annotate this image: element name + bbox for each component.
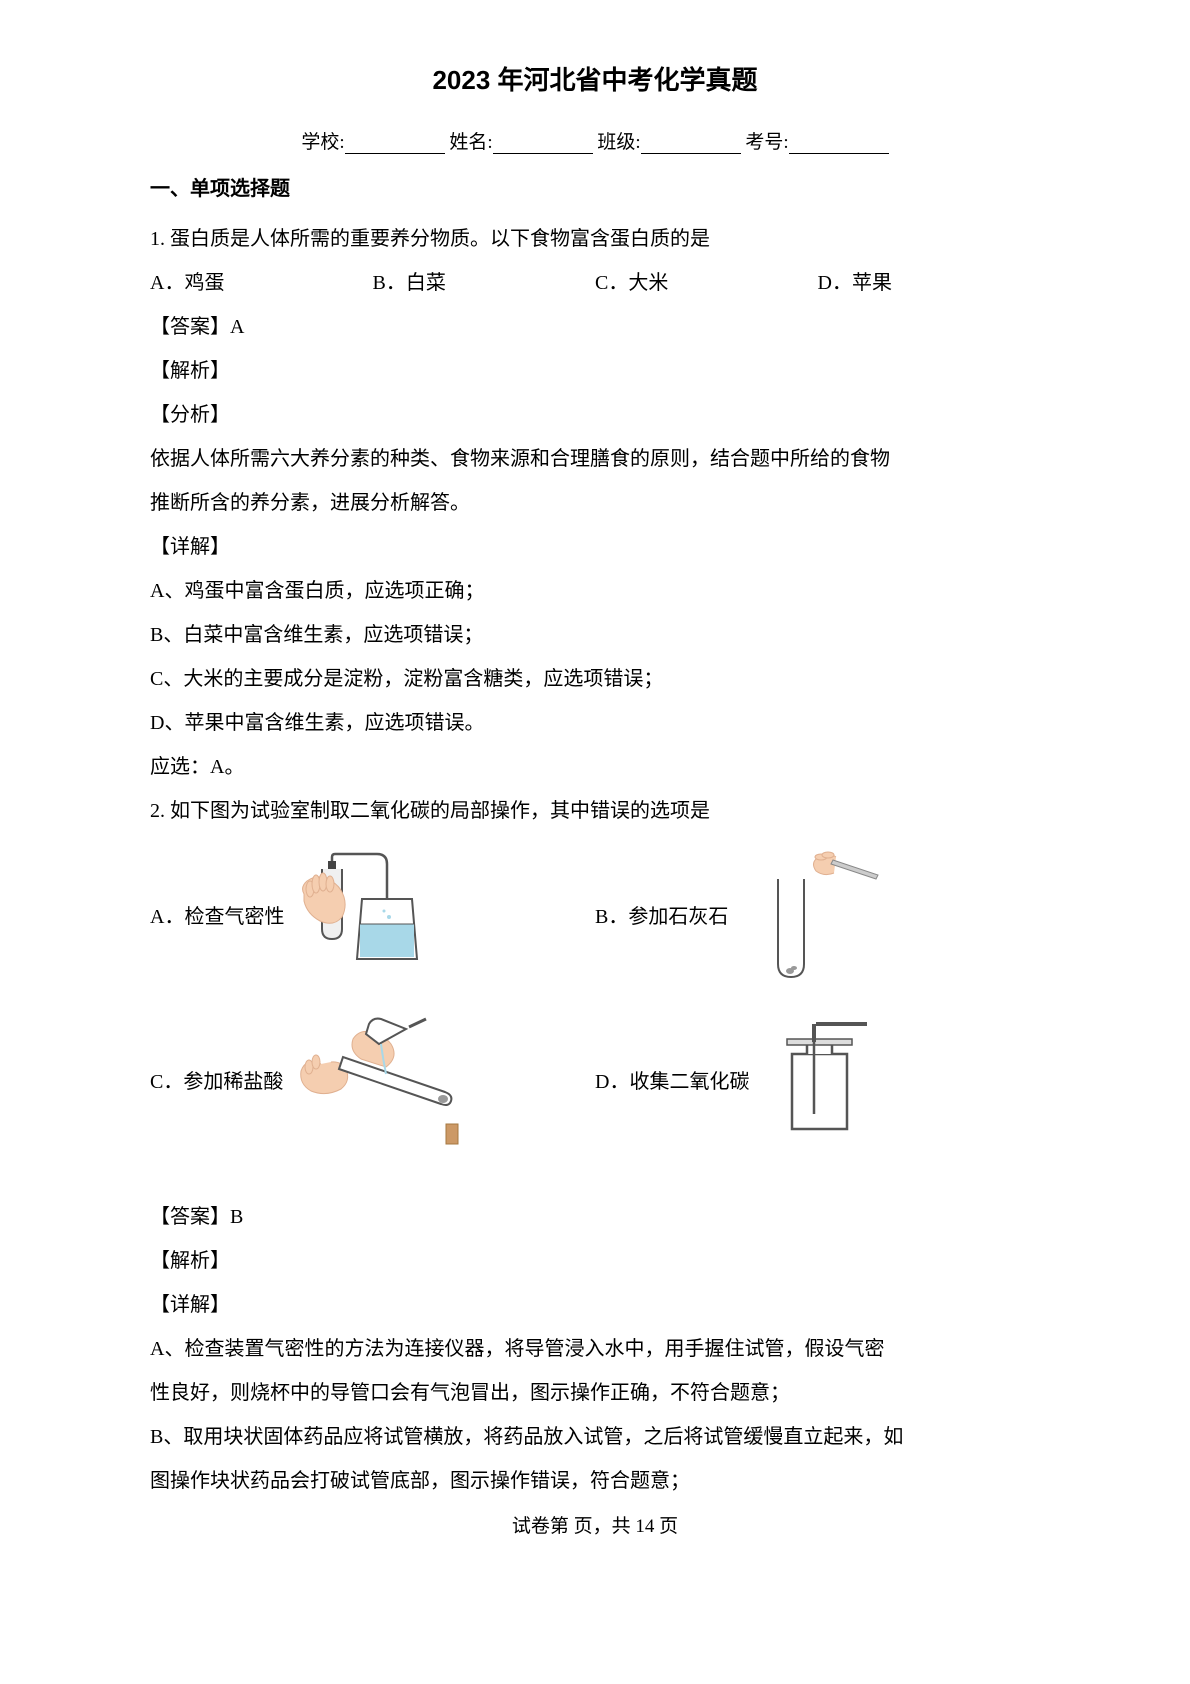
- q2-analysis: 【解析】: [150, 1241, 1040, 1281]
- exam-title: 2023 年河北省中考化学真题: [150, 60, 1040, 97]
- q2-optB-wrap: B．参加石灰石: [595, 849, 1040, 979]
- q1-analyze-1: 依据人体所需六大养分素的种类、食物来源和合理膳食的原则，结合题中所给的食物: [150, 439, 1040, 479]
- name-label: 姓名:: [449, 132, 492, 153]
- q1-detail-d: D、苹果中富含维生素，应选项错误。: [150, 703, 1040, 743]
- q2-answer: 【答案】B: [150, 1197, 1040, 1237]
- q1-detail-a: A、鸡蛋中富含蛋白质，应选项正确；: [150, 571, 1040, 611]
- add-acid-icon: [291, 1009, 491, 1149]
- student-info-row: 学校: 姓名: 班级: 考号:: [150, 127, 1040, 154]
- q1-options: A．鸡蛋 B．白菜 C．大米 D．苹果: [150, 263, 1040, 303]
- q2-image-options: A．检查气密性 B．参加石灰石: [150, 849, 1040, 1179]
- q2-optD-wrap: D．收集二氧化碳: [595, 1009, 1040, 1149]
- q2-detail-b2: 图操作块状药品会打破试管底部，图示操作错误，符合题意；: [150, 1461, 1040, 1501]
- q2-detail-b: B、取用块状固体药品应将试管横放，将药品放入试管，之后将试管缓慢直立起来，如: [150, 1417, 1040, 1457]
- name-blank[interactable]: [493, 134, 593, 154]
- q1-answer: 【答案】A: [150, 307, 1040, 347]
- q1-detail-b: B、白菜中富含维生素，应选项错误；: [150, 615, 1040, 655]
- q1-conclusion: 应选：A。: [150, 747, 1040, 787]
- q1-optC: C．大米: [595, 263, 818, 303]
- q2-detail-label: 【详解】: [150, 1285, 1040, 1325]
- q2-stem: 2. 如下图为试验室制取二氧化碳的局部操作，其中错误的选项是: [150, 791, 1040, 831]
- q1-optB: B．白菜: [373, 263, 596, 303]
- add-limestone-icon: [736, 849, 896, 979]
- examno-blank[interactable]: [789, 134, 889, 154]
- q1-analysis: 【解析】: [150, 351, 1040, 391]
- q2-optA-label: A．检查气密性: [150, 900, 284, 929]
- q2-detail-a2: 性良好，则烧杯中的导管口会有气泡冒出，图示操作正确，不符合题意；: [150, 1373, 1040, 1413]
- q1-optD: D．苹果: [818, 263, 1041, 303]
- q2-detail-a: A、检查装置气密性的方法为连接仪器，将导管浸入水中，用手握住试管，假设气密: [150, 1329, 1040, 1369]
- school-label: 学校:: [301, 132, 344, 153]
- class-blank[interactable]: [641, 134, 741, 154]
- q2-optC-wrap: C．参加稀盐酸: [150, 1009, 595, 1149]
- examno-label: 考号:: [745, 132, 788, 153]
- q2-optB-label: B．参加石灰石: [595, 900, 728, 929]
- q2-optC-label: C．参加稀盐酸: [150, 1065, 283, 1094]
- q1-detail-label: 【详解】: [150, 527, 1040, 567]
- q2-optD-label: D．收集二氧化碳: [595, 1065, 749, 1094]
- q1-optA: A．鸡蛋: [150, 263, 373, 303]
- page-footer: 试卷第 页，共 14 页: [150, 1511, 1040, 1538]
- q1-analyze-2: 推断所含的养分素，进展分析解答。: [150, 483, 1040, 523]
- q2-optA-wrap: A．检查气密性: [150, 849, 595, 979]
- airtight-check-icon: [292, 849, 452, 979]
- class-label: 班级:: [597, 132, 640, 153]
- collect-co2-icon: [757, 1014, 887, 1144]
- section-heading: 一、单项选择题: [150, 172, 1040, 201]
- school-blank[interactable]: [345, 134, 445, 154]
- q1-stem: 1. 蛋白质是人体所需的重要养分物质。以下食物富含蛋白质的是: [150, 219, 1040, 259]
- q1-analyze-label: 【分析】: [150, 395, 1040, 435]
- q1-detail-c: C、大米的主要成分是淀粉，淀粉富含糖类，应选项错误；: [150, 659, 1040, 699]
